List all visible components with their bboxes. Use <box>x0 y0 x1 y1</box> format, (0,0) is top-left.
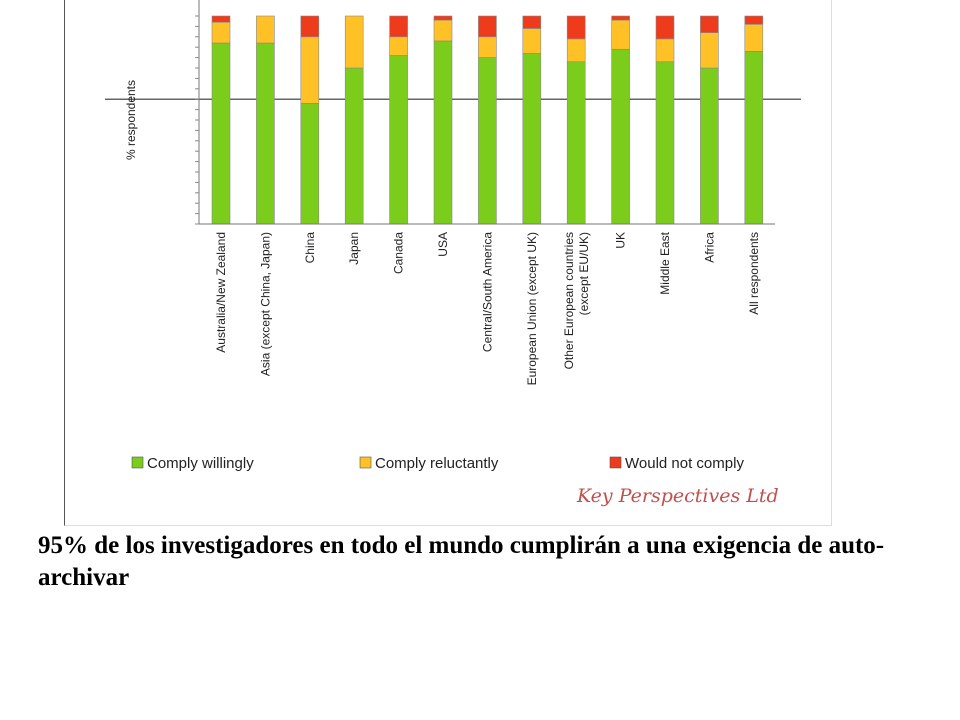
bar-segment-reluctantly <box>655 38 675 63</box>
x-tick-label: USA <box>436 232 450 257</box>
bar-segment-reluctantly <box>211 21 231 44</box>
bar-segment-not-comply <box>744 15 764 25</box>
legend-swatch <box>131 456 144 469</box>
bar-segment-reluctantly <box>300 36 320 104</box>
bars <box>211 15 764 225</box>
bar-segment-not-comply <box>566 15 586 40</box>
x-tick-labels: Australia/New Zealand Asia (except China,… <box>214 231 761 385</box>
bar-segment-not-comply <box>433 15 453 21</box>
x-tick-label: China <box>303 232 317 264</box>
bar-segment-willingly <box>522 53 542 225</box>
bar-segment-not-comply <box>522 15 542 29</box>
x-tick-label: Canada <box>392 232 406 274</box>
axes <box>195 0 775 225</box>
x-tick-label: Japan <box>347 232 361 265</box>
x-tick-label: UK <box>614 232 628 249</box>
x-tick-label: Africa <box>702 232 716 263</box>
bar-segment-willingly <box>655 61 675 225</box>
legend-label: Would not comply <box>625 455 744 472</box>
bar-segment-not-comply <box>655 15 675 40</box>
bar-segment-willingly <box>433 40 453 225</box>
bar-segment-not-comply <box>700 15 719 33</box>
bar-segment-willingly <box>566 61 586 225</box>
bar-segment-reluctantly <box>256 15 275 44</box>
stacked-bar-chart: Australia/New Zealand Asia (except China,… <box>105 0 801 507</box>
bar-segment-reluctantly <box>566 38 586 63</box>
x-tick-label: All respondents <box>747 232 761 315</box>
bar-segment-willingly <box>744 51 764 225</box>
x-tick-label: Australia/New Zealand <box>214 232 228 353</box>
bar-segment-reluctantly <box>744 24 764 52</box>
legend-label: Comply willingly <box>147 455 254 472</box>
bar-segment-willingly <box>344 67 364 225</box>
bar-segment-reluctantly <box>433 19 453 42</box>
bar-segment-not-comply <box>611 15 630 21</box>
bar-segment-not-comply <box>478 15 497 38</box>
x-tick-label: Other European countries(except EU/UK) <box>562 232 591 369</box>
bar-segment-reluctantly <box>344 15 364 69</box>
x-tick-label: Middle East <box>658 231 672 294</box>
bar-segment-not-comply <box>300 15 320 38</box>
bar-segment-reluctantly <box>389 36 408 56</box>
bar-segment-willingly <box>300 103 320 225</box>
bar-segment-willingly <box>389 55 408 225</box>
bar-segment-willingly <box>211 42 231 225</box>
bar-segment-not-comply <box>389 15 408 38</box>
chart-frame: Australia/New Zealand Asia (except China,… <box>64 0 832 526</box>
bar-segment-willingly <box>478 57 497 225</box>
legend: Comply willingly Comply reluctantly Would … <box>131 455 744 472</box>
legend-label: Comply reluctantly <box>375 455 499 472</box>
legend-swatch <box>359 456 372 469</box>
bar-segment-reluctantly <box>611 19 630 50</box>
bar-segment-willingly <box>256 42 275 225</box>
legend-swatch <box>609 456 622 469</box>
watermark-logo: Key Perspectives Ltd <box>576 485 779 507</box>
bar-segment-reluctantly <box>700 32 719 69</box>
bar-segment-reluctantly <box>522 28 542 54</box>
bar-segment-willingly <box>611 48 630 225</box>
y-axis-label: % respondents <box>124 80 138 160</box>
x-tick-label: Asia (except China, Japan) <box>258 232 272 376</box>
x-tick-label: European Union (except UK) <box>525 232 539 385</box>
bar-segment-not-comply <box>211 15 231 23</box>
slide-caption: 95% de los investigadores en todo el mun… <box>38 532 885 591</box>
bar-segment-reluctantly <box>478 36 497 58</box>
bar-segment-willingly <box>700 67 719 225</box>
x-tick-label: Central/South America <box>480 232 494 352</box>
